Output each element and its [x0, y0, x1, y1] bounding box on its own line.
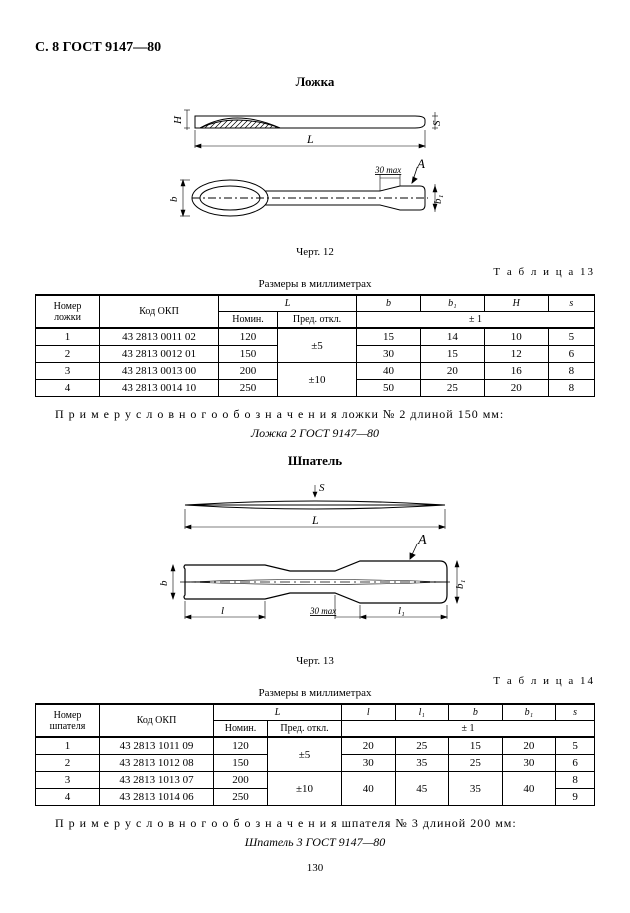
table-row: 343 2813 0013 00200 ±10 4020168	[36, 363, 595, 380]
spatula-example: П р и м е р у с л о в н о г о о б о з н …	[55, 816, 595, 831]
th-b2: b	[449, 704, 503, 721]
page-header: С. 8 ГОСТ 9147—80	[35, 40, 595, 56]
dim-A: A	[416, 156, 425, 171]
th-l1: l₁	[395, 704, 449, 721]
spoon-fig-caption: Черт. 12	[35, 246, 595, 258]
table-row: 143 2813 1011 09120 ±5 202515205	[36, 737, 595, 755]
dim-A2: A	[417, 533, 427, 548]
th-b: b	[357, 295, 421, 312]
spoon-example: П р и м е р у с л о в н о г о о б о з н …	[55, 407, 595, 422]
dim-l1: l₁	[398, 605, 405, 617]
th-kod2: Код ОКП	[100, 704, 214, 737]
dim-b: b	[168, 196, 180, 202]
dim-L: L	[306, 132, 314, 146]
dim-l: l	[221, 605, 224, 617]
table14-label: Т а б л и ц а 14	[35, 675, 595, 687]
spatula-fig-caption: Черт. 13	[35, 655, 595, 667]
table-row: 143 2813 0011 02120 ±5 1514105	[36, 328, 595, 346]
th-pm12: ± 1	[342, 721, 595, 738]
spatula-title: Шпатель	[35, 453, 595, 469]
table13-label: Т а б л и ц а 13	[35, 266, 595, 278]
dim-30max2: 30 max	[309, 606, 336, 616]
th-nomin2: Номин.	[214, 721, 268, 738]
th-b1: b₁	[420, 295, 484, 312]
table14: Номер шпателя Код ОКП L l l₁ b b₁ s Номи…	[35, 703, 595, 806]
table13-subtitle: Размеры в миллиметрах	[35, 278, 595, 290]
th-pred2: Пред. откл.	[268, 721, 342, 738]
page-number: 130	[35, 862, 595, 874]
spoon-example-des: Ложка 2 ГОСТ 9147—80	[35, 426, 595, 441]
th-kod: Код ОКП	[100, 295, 219, 328]
th-L2: L	[214, 704, 342, 721]
dim-b12: b₁	[454, 580, 466, 590]
dim-b1: b₁	[432, 195, 444, 205]
th-H: H	[484, 295, 548, 312]
dim-b2: b	[158, 580, 170, 586]
dim-L2: L	[311, 513, 319, 527]
th-pred: Пред. откл.	[278, 312, 357, 329]
th-b12: b₁	[502, 704, 556, 721]
th-L: L	[219, 295, 357, 312]
dim-S2: S	[319, 482, 325, 494]
th-pm1: ± 1	[357, 312, 595, 329]
spoon-title: Ложка	[35, 74, 595, 90]
table-row: 343 2813 1013 07200 ±10 40453540 8	[36, 772, 595, 789]
th-s: s	[548, 295, 594, 312]
dim-S: S	[431, 120, 443, 126]
th-nomin: Номин.	[219, 312, 278, 329]
spoon-figure: H S L b b₁ 30 max	[165, 98, 465, 238]
th-nomer: Номер ложки	[36, 295, 100, 328]
spatula-example-des: Шпатель 3 ГОСТ 9147—80	[35, 835, 595, 850]
th-nomer2: Номер шпателя	[36, 704, 100, 737]
spatula-figure: S L A b b₁ l 30 max l	[155, 477, 475, 647]
table14-subtitle: Размеры в миллиметрах	[35, 687, 595, 699]
th-s2: s	[556, 704, 595, 721]
dim-H: H	[172, 115, 184, 125]
dim-30max: 30 max	[374, 165, 401, 175]
th-l: l	[342, 704, 396, 721]
table13: Номер ложки Код ОКП L b b₁ H s Номин. Пр…	[35, 294, 595, 397]
